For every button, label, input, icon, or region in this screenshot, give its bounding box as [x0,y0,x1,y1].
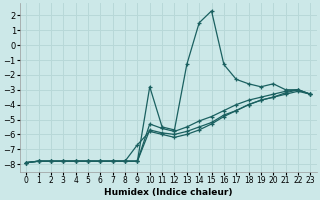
X-axis label: Humidex (Indice chaleur): Humidex (Indice chaleur) [104,188,233,197]
